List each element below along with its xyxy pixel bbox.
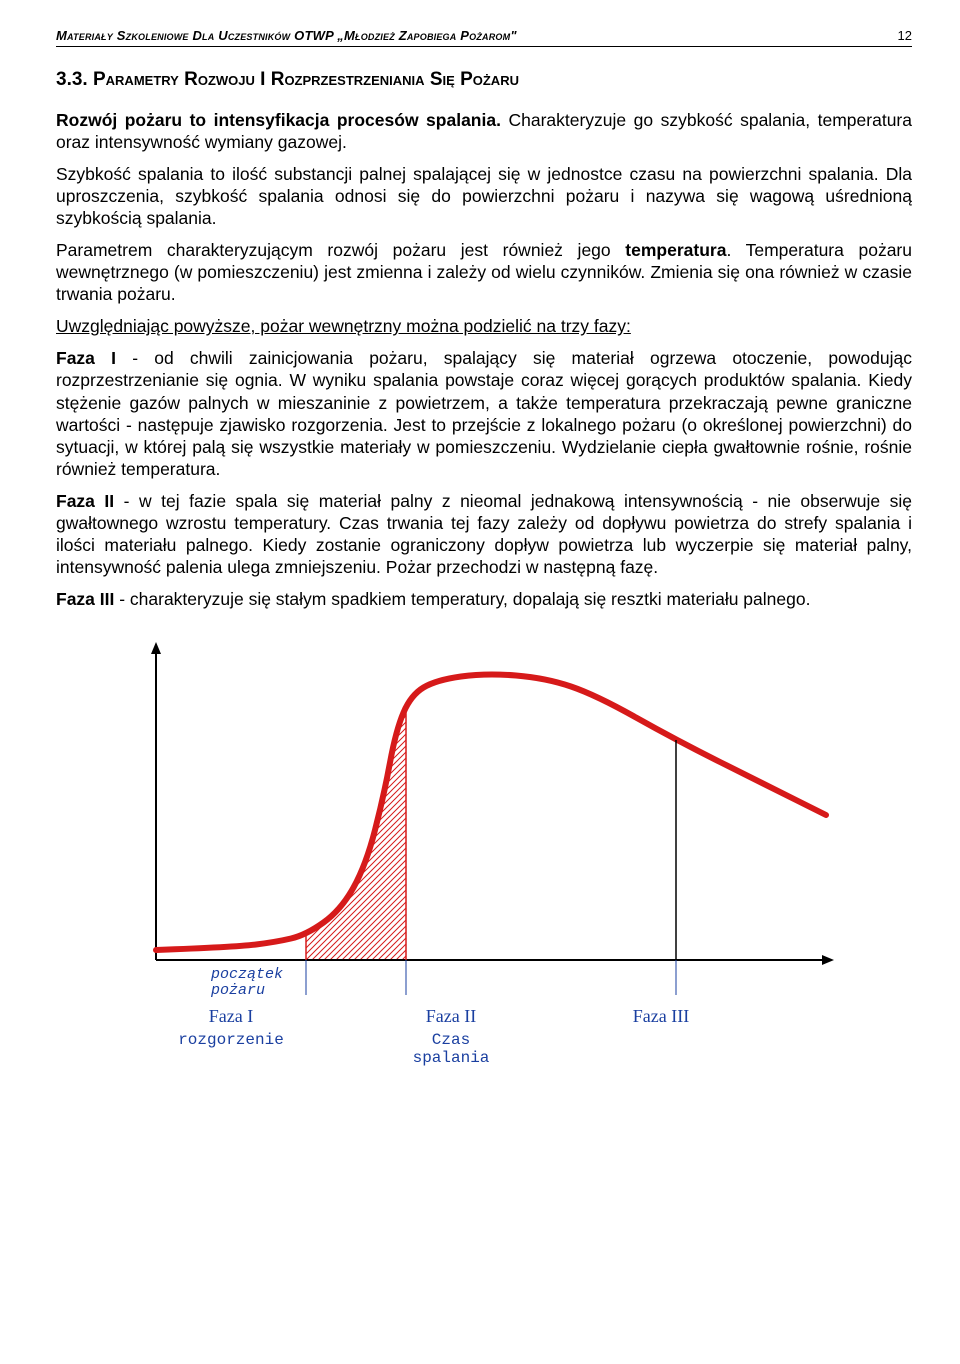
fire-phase-chart: początekpożaru (116, 640, 852, 1000)
czas-spalania-label: Czas spalania (336, 1031, 566, 1067)
faza1-label: Faza I (56, 348, 116, 368)
phase-2-label: Faza II (336, 1006, 566, 1027)
phase-3-label: Faza III (566, 1006, 756, 1027)
phase-sublabels-row: rozgorzenie Czas spalania (126, 1031, 912, 1067)
faza2-text: - w tej fazie spala się materiał palny z… (56, 491, 912, 577)
section-title-text: Parametry Rozwoju I Rozprzestrzeniania S… (93, 69, 519, 90)
phase-1-label: Faza I (126, 1006, 336, 1027)
paragraph-1-bold: Rozwój pożaru to intensyfikacja procesów… (56, 110, 501, 130)
paragraph-1: Rozwój pożaru to intensyfikacja procesów… (56, 109, 912, 153)
svg-text:początek: początek (210, 966, 283, 983)
faza3-text: - charakteryzuje się stałym spadkiem tem… (114, 589, 810, 609)
section-heading: 3.3. Parametry Rozwoju I Rozprzestrzenia… (56, 69, 912, 91)
section-number: 3.3. (56, 69, 88, 90)
faza3-label: Faza III (56, 589, 114, 609)
header-title: Materiały Szkoleniowe Dla Uczestników OT… (56, 28, 517, 43)
paragraph-3: Parametrem charakteryzującym rozwój poża… (56, 239, 912, 305)
paragraph-faza1: Faza I - od chwili zainicjowania pożaru,… (56, 347, 912, 479)
faza2-label: Faza II (56, 491, 114, 511)
paragraph-3a: Parametrem charakteryzującym rozwój poża… (56, 240, 625, 260)
paragraph-faza3: Faza III - charakteryzuje się stałym spa… (56, 588, 912, 610)
spalania-label: spalania (413, 1049, 490, 1067)
faza1-text: - od chwili zainicjowania pożaru, spalaj… (56, 348, 912, 478)
svg-text:pożaru: pożaru (210, 982, 265, 999)
paragraph-2: Szybkość spalania to ilość substancji pa… (56, 163, 912, 229)
page-header: Materiały Szkoleniowe Dla Uczestników OT… (56, 28, 912, 47)
paragraph-faza2: Faza II - w tej fazie spala się materiał… (56, 490, 912, 578)
header-page-number: 12 (898, 28, 912, 43)
paragraph-4-underlined: Uwzględniając powyższe, pożar wewnętrzny… (56, 315, 912, 337)
phase-labels-row: Faza I Faza II Faza III (126, 1006, 912, 1027)
chart-svg: początekpożaru (116, 640, 836, 1000)
czas-label: Czas (432, 1031, 470, 1049)
paragraph-3-bold: temperatura (625, 240, 726, 260)
rozgorzenie-label: rozgorzenie (126, 1031, 336, 1067)
